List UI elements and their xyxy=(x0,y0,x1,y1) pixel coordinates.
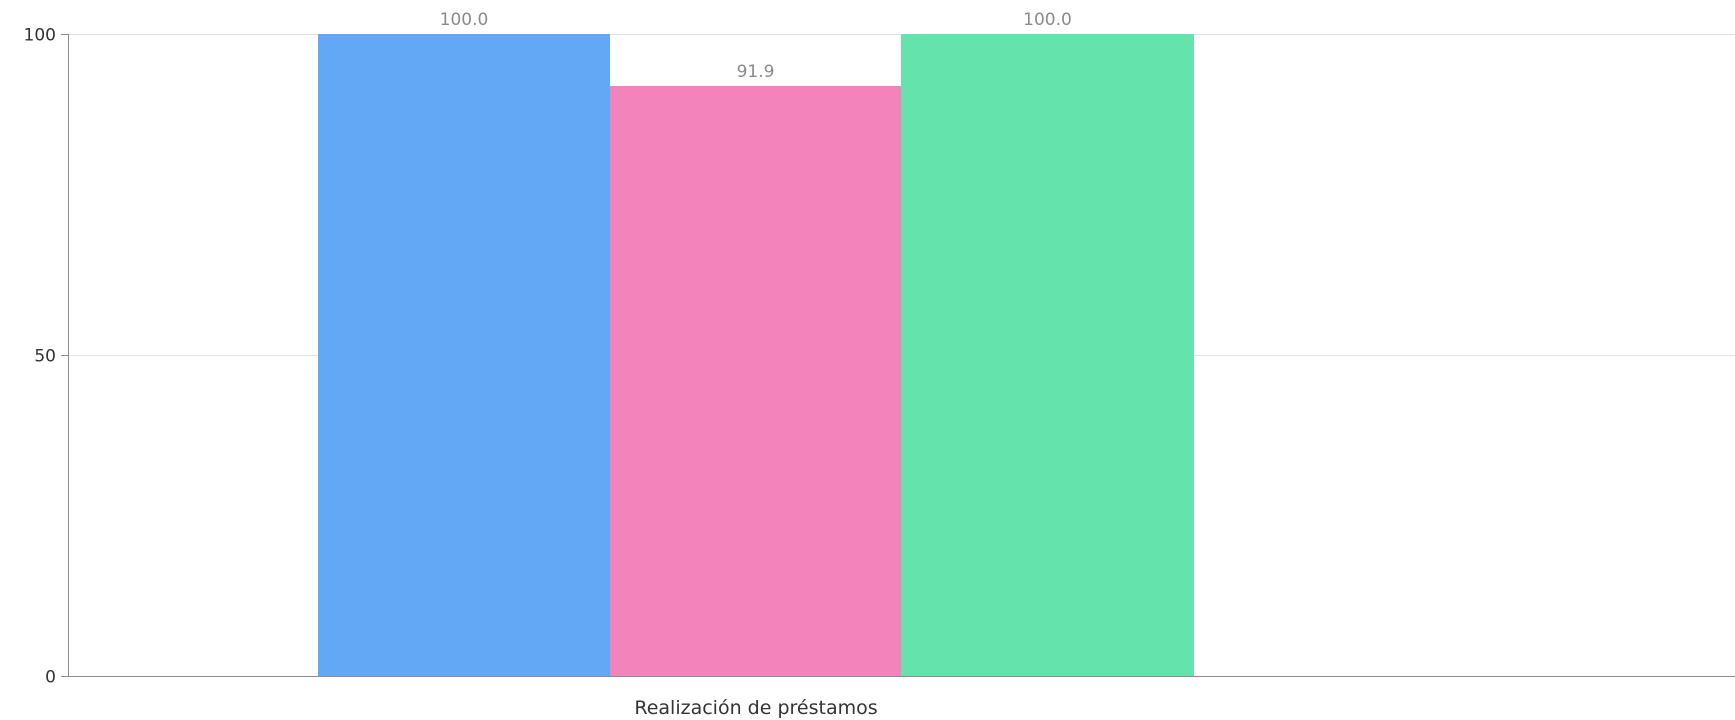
bar-series-1[interactable] xyxy=(318,34,610,676)
bar-series-2[interactable] xyxy=(610,86,901,676)
axes xyxy=(61,34,1735,677)
data-label-series-1: 100.0 xyxy=(440,10,489,30)
labels: 100.0 91.9 100.0 0 50 100 Realización de prést… xyxy=(24,10,1072,719)
y-tick-label-50: 50 xyxy=(34,347,56,367)
y-tick-label-0: 0 xyxy=(45,668,56,688)
y-tick-label-100: 100 xyxy=(24,26,56,46)
bar-series-3[interactable] xyxy=(901,34,1194,676)
data-label-series-3: 100.0 xyxy=(1023,10,1072,30)
bars xyxy=(318,34,1194,676)
x-category-label: Realización de préstamos xyxy=(634,697,877,719)
data-label-series-2: 91.9 xyxy=(737,62,775,82)
